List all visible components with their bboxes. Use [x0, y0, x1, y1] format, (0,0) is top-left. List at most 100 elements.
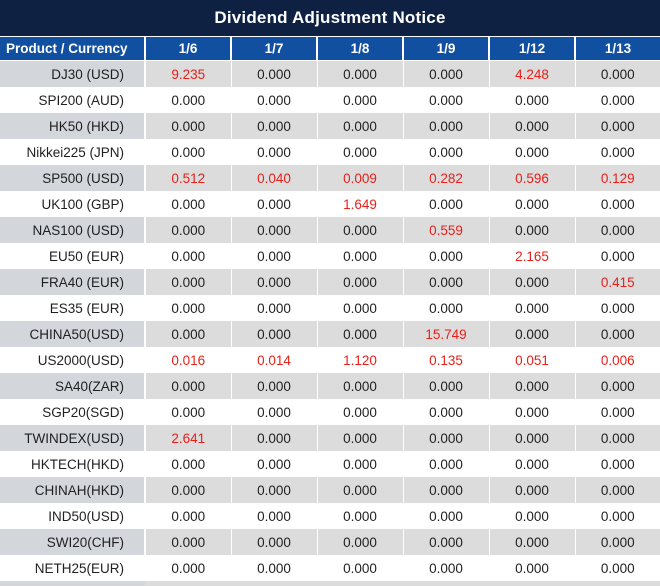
column-header-date: 1/13	[575, 36, 660, 61]
value-cell: 0.000	[231, 191, 318, 217]
value-cell: 0.000	[489, 321, 576, 347]
value-cell: 0.000	[575, 529, 660, 555]
value-cell: 0.000	[403, 451, 490, 477]
value-cell: 0.000	[403, 425, 490, 451]
value-cell: 0.000	[403, 477, 490, 503]
next-row-sliver-label	[0, 581, 145, 586]
value-cell: 0.000	[403, 60, 490, 87]
table-row: EU50 (EUR) 0.000 0.000 0.000 0.000 2.165 0.000	[0, 243, 660, 269]
value-cell: 0.000	[317, 295, 404, 321]
table-row: SPI200 (AUD) 0.000 0.000 0.000 0.000 0.000 0.0…	[0, 87, 660, 113]
dividend-table: Product / Currency 1/6 1/7 1/8 1/9 1/12 …	[0, 36, 660, 581]
value-cell: 0.000	[489, 425, 576, 451]
value-cell: 0.000	[403, 191, 490, 217]
value-cell: 0.000	[575, 425, 660, 451]
value-cell: 0.129	[575, 165, 660, 191]
value-cell: 0.000	[575, 503, 660, 529]
value-cell: 0.000	[575, 477, 660, 503]
product-cell: SWI20(CHF)	[0, 529, 146, 555]
product-cell: NAS100 (USD)	[0, 217, 146, 243]
value-cell: 0.000	[575, 373, 660, 399]
value-cell: 0.000	[145, 113, 232, 139]
value-cell: 0.000	[231, 425, 318, 451]
product-cell: UK100 (GBP)	[0, 191, 146, 217]
product-cell: SPI200 (AUD)	[0, 87, 146, 113]
table-row: NETH25(EUR) 0.000 0.000 0.000 0.000 0.000 0.00…	[0, 555, 660, 581]
value-cell: 0.000	[489, 451, 576, 477]
value-cell: 0.000	[145, 87, 232, 113]
value-cell: 0.000	[403, 243, 490, 269]
value-cell: 0.000	[575, 217, 660, 243]
value-cell: 0.000	[317, 503, 404, 529]
column-header-product: Product / Currency	[0, 36, 146, 61]
value-cell: 0.000	[575, 243, 660, 269]
value-cell: 0.000	[489, 87, 576, 113]
product-cell: SA40(ZAR)	[0, 373, 146, 399]
value-cell: 1.649	[317, 191, 404, 217]
value-cell: 0.000	[317, 399, 404, 425]
value-cell: 0.282	[403, 165, 490, 191]
column-header-date: 1/6	[145, 36, 232, 61]
product-cell: HK50 (HKD)	[0, 113, 146, 139]
value-cell: 0.000	[489, 191, 576, 217]
value-cell: 0.000	[403, 503, 490, 529]
value-cell: 0.051	[489, 347, 576, 373]
value-cell: 0.000	[231, 555, 318, 581]
value-cell: 0.000	[489, 269, 576, 295]
value-cell: 0.000	[403, 555, 490, 581]
value-cell: 0.512	[145, 165, 232, 191]
value-cell: 0.000	[403, 269, 490, 295]
value-cell: 0.000	[317, 60, 404, 87]
table-header-row: Product / Currency 1/6 1/7 1/8 1/9 1/12 …	[0, 36, 660, 61]
value-cell: 0.000	[403, 529, 490, 555]
value-cell: 0.000	[231, 295, 318, 321]
value-cell: 1.120	[317, 347, 404, 373]
column-header-date: 1/8	[317, 36, 404, 61]
value-cell: 0.000	[317, 451, 404, 477]
value-cell: 0.000	[145, 399, 232, 425]
value-cell: 0.000	[317, 321, 404, 347]
value-cell: 0.000	[231, 217, 318, 243]
value-cell: 0.000	[145, 295, 232, 321]
value-cell: 0.000	[231, 269, 318, 295]
column-header-date: 1/12	[489, 36, 576, 61]
value-cell: 0.000	[317, 113, 404, 139]
table-row: HK50 (HKD) 0.000 0.000 0.000 0.000 0.000 0.000	[0, 113, 660, 139]
value-cell: 0.000	[145, 321, 232, 347]
value-cell: 0.000	[145, 503, 232, 529]
table-row: US2000(USD) 0.016 0.014 1.120 0.135 0.051 0.00…	[0, 347, 660, 373]
table-row: Nikkei225 (JPN) 0.000 0.000 0.000 0.000 0.000…	[0, 139, 660, 165]
table-row: IND50(USD) 0.000 0.000 0.000 0.000 0.000 0.000	[0, 503, 660, 529]
value-cell: 0.000	[145, 191, 232, 217]
value-cell: 0.000	[231, 113, 318, 139]
value-cell: 0.000	[489, 399, 576, 425]
value-cell: 0.000	[489, 373, 576, 399]
value-cell: 0.000	[317, 477, 404, 503]
value-cell: 0.000	[231, 243, 318, 269]
table-row: CHINAH(HKD) 0.000 0.000 0.000 0.000 0.000 0.00…	[0, 477, 660, 503]
value-cell: 0.000	[317, 373, 404, 399]
value-cell: 0.000	[575, 191, 660, 217]
value-cell: 0.000	[145, 477, 232, 503]
value-cell: 0.000	[231, 451, 318, 477]
value-cell: 9.235	[145, 60, 232, 87]
table-row: ES35 (EUR) 0.000 0.000 0.000 0.000 0.000 0.000	[0, 295, 660, 321]
product-cell: TWINDEX(USD)	[0, 425, 146, 451]
product-cell: US2000(USD)	[0, 347, 146, 373]
column-header-date: 1/7	[231, 36, 318, 61]
value-cell: 0.000	[317, 555, 404, 581]
value-cell: 0.000	[145, 139, 232, 165]
value-cell: 0.000	[403, 399, 490, 425]
product-cell: NETH25(EUR)	[0, 555, 146, 581]
value-cell: 0.000	[231, 87, 318, 113]
value-cell: 0.000	[489, 503, 576, 529]
table-row: CHINA50(USD) 0.000 0.000 0.000 15.749 0.000 0.…	[0, 321, 660, 347]
value-cell: 0.135	[403, 347, 490, 373]
value-cell: 0.000	[231, 477, 318, 503]
value-cell: 2.165	[489, 243, 576, 269]
value-cell: 0.014	[231, 347, 318, 373]
table-row: UK100 (GBP) 0.000 0.000 1.649 0.000 0.000 0.00…	[0, 191, 660, 217]
value-cell: 0.559	[403, 217, 490, 243]
value-cell: 0.000	[489, 477, 576, 503]
table-row: TWINDEX(USD) 2.641 0.000 0.000 0.000 0.000 0.0…	[0, 425, 660, 451]
